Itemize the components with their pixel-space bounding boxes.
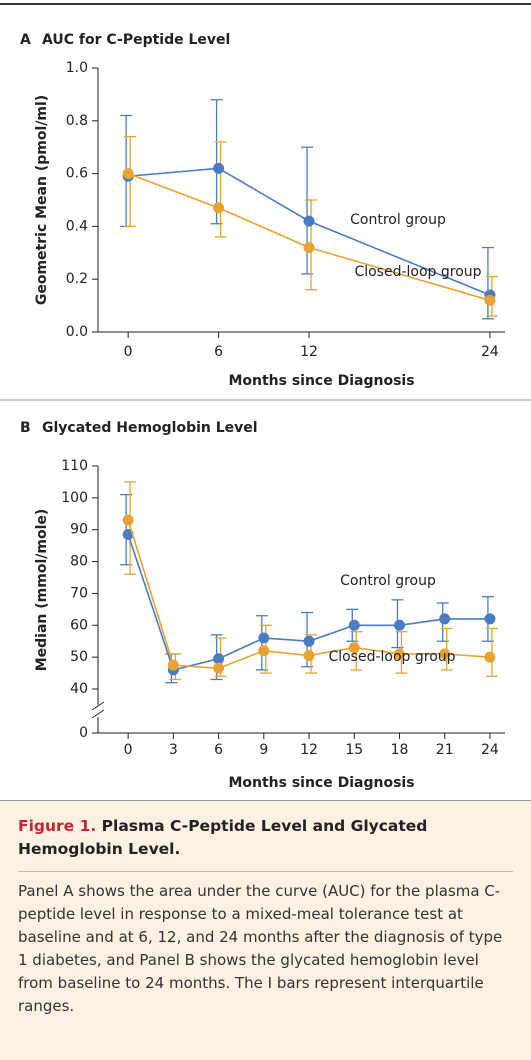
error-bar xyxy=(124,135,137,228)
panel-title: Glycated Hemoglobin Level xyxy=(42,420,258,436)
data-point xyxy=(393,619,405,631)
axis-break xyxy=(91,701,105,711)
panel-letter: B xyxy=(20,420,31,436)
data-point xyxy=(439,648,451,660)
caption-heading: Figure 1. Plasma C-Peptide Level and Gly… xyxy=(18,815,513,872)
y-tick-label: 80 xyxy=(70,554,88,570)
y-tick-label: 0.2 xyxy=(66,271,88,287)
data-point xyxy=(393,648,405,660)
x-tick-label: 3 xyxy=(169,742,178,758)
data-point xyxy=(348,619,360,631)
series-label: Closed-loop group xyxy=(328,649,455,665)
x-tick-label: 24 xyxy=(481,344,499,360)
data-point xyxy=(303,215,315,227)
error-bar xyxy=(214,141,227,238)
x-tick-label: 24 xyxy=(481,742,499,758)
y-tick-label: 1.0 xyxy=(66,60,88,76)
data-point xyxy=(303,635,315,647)
y-tick-label: 110 xyxy=(61,458,88,474)
x-axis-title: Months since Diagnosis xyxy=(228,775,414,791)
chart: A AUC for C-Peptide Level 0.0 0.2 0.4 0.6 0.8 1… xyxy=(0,3,531,791)
panel-letter: A xyxy=(20,32,31,48)
data-point xyxy=(484,613,496,625)
y-tick-label: 70 xyxy=(70,585,88,601)
series-label: Control group xyxy=(340,573,436,589)
x-tick-label: 6 xyxy=(214,344,223,360)
data-point xyxy=(303,650,315,662)
y-tick-label: 0.4 xyxy=(66,218,88,234)
caption-title: Plasma C-Peptide Level and Glycated Hemo… xyxy=(18,817,428,858)
data-point xyxy=(213,202,225,214)
data-point xyxy=(122,528,134,540)
caption: Figure 1. Plasma C-Peptide Level and Gly… xyxy=(0,800,531,1060)
data-point xyxy=(122,168,134,180)
y-tick-label: 0.6 xyxy=(66,166,88,182)
y-axis-title: Geometric Mean (pmol/ml) xyxy=(34,95,50,305)
data-point xyxy=(484,651,496,663)
x-tick-label: 18 xyxy=(391,742,409,758)
y-tick-label: 0 xyxy=(79,725,88,741)
y-tick-label: 100 xyxy=(61,490,88,506)
data-point xyxy=(167,659,179,671)
error-bar xyxy=(481,246,494,320)
x-tick-label: 6 xyxy=(214,742,223,758)
y-tick-label: 40 xyxy=(70,681,88,697)
data-point xyxy=(484,294,496,306)
y-tick-label: 90 xyxy=(70,522,88,538)
x-tick-label: 0 xyxy=(124,742,133,758)
data-point xyxy=(213,662,225,674)
series-label: Control group xyxy=(350,212,446,228)
panel-title: AUC for C-Peptide Level xyxy=(42,32,230,48)
data-point xyxy=(348,642,360,654)
x-tick-label: 12 xyxy=(300,742,318,758)
x-tick-label: 15 xyxy=(345,742,363,758)
axis-break xyxy=(91,709,105,719)
series-label: Closed-loop group xyxy=(354,264,481,280)
data-point xyxy=(122,514,134,526)
caption-text: Panel A shows the area under the curve (… xyxy=(18,882,503,1015)
data-point xyxy=(258,645,270,657)
x-tick-label: 9 xyxy=(259,742,268,758)
y-tick-label: 0.0 xyxy=(66,324,88,340)
y-tick-label: 60 xyxy=(70,617,88,633)
caption-label: Figure 1. xyxy=(18,817,97,835)
x-axis-title: Months since Diagnosis xyxy=(228,373,414,389)
x-tick-label: 21 xyxy=(436,742,454,758)
y-tick-label: 0.8 xyxy=(66,113,88,129)
data-point xyxy=(258,632,270,644)
series-line xyxy=(127,172,491,302)
data-point xyxy=(303,242,315,254)
y-tick-label: 50 xyxy=(70,649,88,665)
x-tick-label: 0 xyxy=(124,344,133,360)
y-axis-title: Median (mmol/mole) xyxy=(34,509,50,672)
x-tick-label: 12 xyxy=(300,344,318,360)
data-point xyxy=(439,613,451,625)
series-line xyxy=(128,167,491,296)
data-point xyxy=(213,653,225,665)
data-point xyxy=(213,162,225,174)
